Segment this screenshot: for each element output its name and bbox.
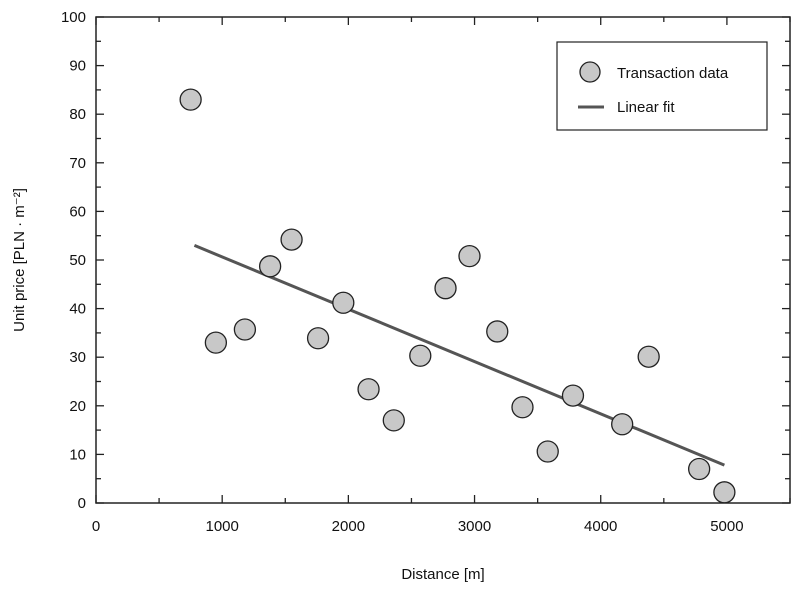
data-point bbox=[511, 396, 534, 419]
data-point bbox=[561, 384, 585, 407]
y-tick-label: 10 bbox=[69, 446, 86, 463]
x-axis: 0 1000 2000 3000 4000 5000 bbox=[92, 17, 791, 535]
data-point bbox=[637, 345, 660, 368]
data-point bbox=[280, 228, 303, 251]
y-tick-label: 80 bbox=[69, 106, 86, 123]
y-tick-label: 70 bbox=[69, 155, 86, 172]
y-tick-label: 40 bbox=[69, 301, 86, 318]
data-point bbox=[687, 457, 711, 481]
y-axis: 0 10 20 30 40 50 60 70 80 90 100 bbox=[61, 9, 790, 512]
data-points bbox=[179, 88, 736, 504]
legend-marker-transaction-data bbox=[579, 61, 601, 83]
data-point bbox=[611, 413, 634, 436]
x-tick-label: 1000 bbox=[205, 518, 238, 535]
y-tick-label: 0 bbox=[78, 495, 86, 512]
data-point bbox=[306, 327, 330, 350]
data-point bbox=[357, 378, 380, 401]
x-tick-label: 2000 bbox=[332, 518, 365, 535]
y-tick-label: 90 bbox=[69, 58, 86, 75]
y-tick-label: 20 bbox=[69, 398, 86, 415]
y-tick-label: 50 bbox=[69, 252, 86, 269]
y-tick-label: 60 bbox=[69, 203, 86, 220]
y-tick-label: 100 bbox=[61, 9, 86, 26]
x-tick-label: 0 bbox=[92, 518, 100, 535]
y-axis-title: Unit price [PLN · m⁻²] bbox=[11, 188, 28, 332]
data-point bbox=[233, 318, 257, 341]
x-tick-label: 3000 bbox=[458, 518, 491, 535]
x-tick-label: 4000 bbox=[584, 518, 617, 535]
data-point bbox=[332, 291, 355, 314]
legend-label-transaction-data: Transaction data bbox=[617, 65, 729, 82]
data-point bbox=[382, 409, 405, 432]
data-point bbox=[258, 255, 282, 278]
data-point bbox=[434, 277, 457, 300]
data-point bbox=[204, 331, 228, 354]
data-point bbox=[179, 88, 202, 111]
data-point bbox=[409, 344, 432, 367]
x-axis-title: Distance [m] bbox=[401, 566, 484, 583]
data-point bbox=[458, 244, 481, 268]
legend: Transaction data Linear fit bbox=[556, 41, 768, 131]
legend-label-linear-fit: Linear fit bbox=[617, 99, 675, 116]
y-tick-label: 30 bbox=[69, 349, 86, 366]
x-tick-label: 5000 bbox=[710, 518, 743, 535]
legend-box bbox=[556, 41, 768, 131]
data-point bbox=[536, 440, 559, 463]
fit-line-group bbox=[193, 244, 725, 467]
linear-fit-line bbox=[193, 244, 725, 467]
data-point bbox=[713, 481, 736, 504]
data-point bbox=[486, 320, 509, 343]
